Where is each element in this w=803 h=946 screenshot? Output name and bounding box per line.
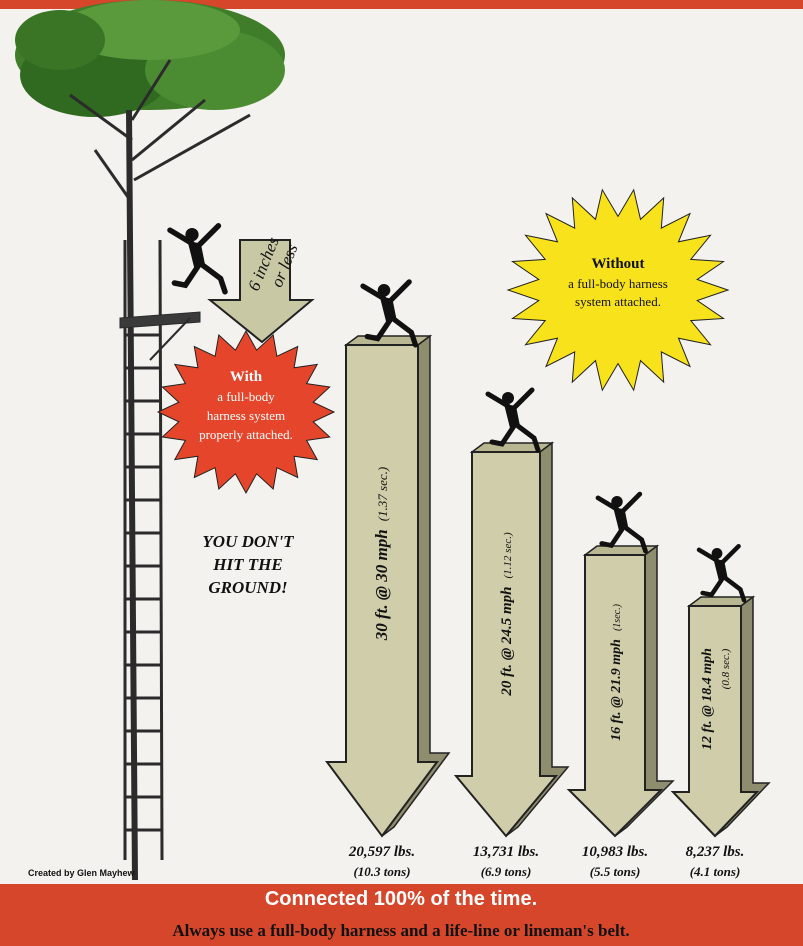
arrow-label: 20 ft. @ 24.5 mph (1.12 sec.)	[499, 532, 515, 697]
impact-tons: (6.9 tons)	[481, 864, 532, 879]
arrow-label: 16 ft. @ 21.9 mph (1sec.)	[609, 603, 624, 740]
arrow-distance-speed: 16 ft. @ 21.9 mph	[609, 639, 624, 741]
slogan: HIT THE	[212, 555, 282, 574]
slogan: GROUND!	[208, 578, 287, 597]
arrow-time: (1sec.)	[612, 603, 623, 631]
arrow-distance-speed: 12 ft. @ 18.4 mph	[700, 648, 715, 750]
impact-tons: (10.3 tons)	[353, 864, 410, 879]
impact-tons: (4.1 tons)	[690, 864, 741, 879]
infographic: 6 inches or less With a full-body harnes…	[0, 0, 803, 946]
impact-tons: (5.5 tons)	[590, 864, 641, 879]
footer-note: Always use a full-body harness and a lif…	[172, 921, 629, 940]
with-text: properly attached.	[199, 427, 293, 442]
arrow-label: 12 ft. @ 18.4 mph	[700, 648, 715, 750]
without-text: system attached.	[575, 294, 661, 309]
impact-force: 20,597 lbs.	[348, 844, 415, 860]
without-text: a full-body harness	[568, 276, 668, 291]
impact-force: 13,731 lbs.	[473, 844, 539, 860]
credit: Created by Glen Mayhew	[28, 868, 136, 878]
arrow-label: 30 ft. @ 30 mph (1.37 sec.)	[372, 467, 391, 641]
arrow-distance-speed: 20 ft. @ 24.5 mph	[499, 586, 515, 696]
slogan: YOU DON'T	[202, 532, 294, 551]
arrow-distance-speed: 30 ft. @ 30 mph	[372, 529, 391, 641]
with-text: harness system	[207, 408, 285, 423]
footer-headline: Connected 100% of the time.	[265, 888, 537, 910]
page: 6 inches or less With a full-body harnes…	[0, 0, 803, 946]
impact-force: 8,237 lbs.	[686, 844, 745, 860]
impact-force: 10,983 lbs.	[582, 844, 648, 860]
without-title: Without	[591, 256, 644, 272]
arrow-time: (0.8 sec.)	[720, 648, 732, 689]
arrow-time: (1.12 sec.)	[502, 532, 514, 578]
with-title: With	[230, 369, 263, 385]
arrow-time: (1.37 sec.)	[375, 467, 390, 522]
with-text: a full-body	[217, 389, 275, 404]
